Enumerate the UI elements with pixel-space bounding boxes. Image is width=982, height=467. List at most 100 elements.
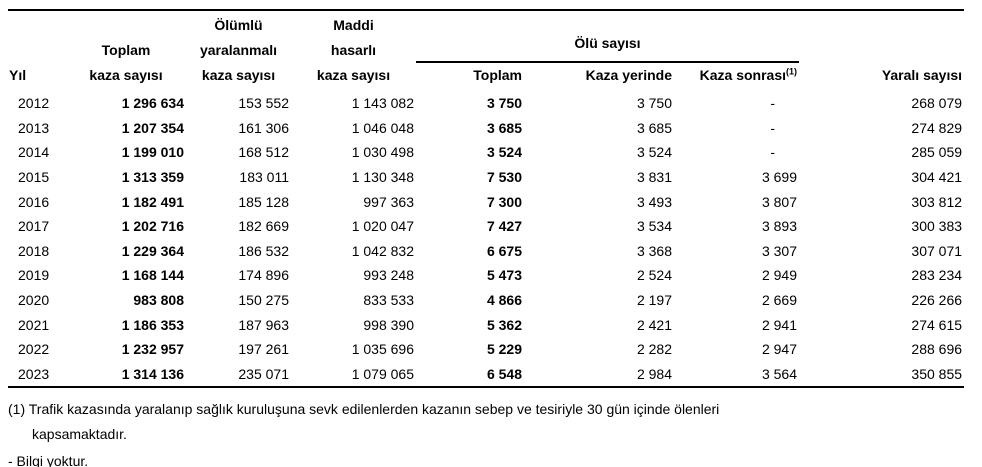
cell-maddi: 1 130 348: [351, 169, 414, 186]
table-row: 2020 983 808 150 275 833 533 4 866 2 197 2 669…: [8, 288, 964, 313]
cell-yarali: 304 421: [911, 169, 963, 186]
cell-yarali: 350 855: [911, 365, 963, 382]
cell-olu-toplam: 7 300: [486, 193, 522, 210]
cell-yil: 2020: [18, 292, 50, 309]
col-group-olu-sayisi: Ölü sayısı: [416, 10, 800, 63]
cell-toplam-kaza: 1 313 359: [121, 169, 184, 186]
cell-kaza-sonrasi: 3 893: [761, 218, 798, 235]
cell-olu-toplam: 5 473: [486, 267, 522, 284]
header-group-row: Yıl Toplam kaza sayısı Ölümlü yaralanmal…: [8, 10, 964, 83]
cell-olumlu: 197 261: [238, 341, 289, 358]
table-header: Yıl Toplam kaza sayısı Ölümlü yaralanmal…: [8, 10, 964, 91]
cell-toplam-kaza: 1 186 353: [121, 316, 184, 333]
footnote-no-data: - Bilgi yoktur.: [8, 453, 89, 467]
table-row: 2019 1 168 144 174 896 993 248 5 473 2 524 2 9…: [8, 263, 964, 288]
cell-olumlu: 161 306: [238, 119, 289, 136]
cell-olumlu: 186 532: [238, 242, 289, 259]
table-row: 2015 1 313 359 183 011 1 130 348 7 530 3 831 3…: [8, 165, 964, 190]
cell-maddi: 1 079 065: [351, 365, 414, 382]
table-body: 2012 1 296 634 153 552 1 143 082 3 750 3 750 -…: [8, 91, 964, 387]
cell-maddi: 998 390: [363, 316, 414, 333]
cell-kaza-yerinde: 2 421: [636, 316, 672, 333]
col-header-kaza-sonrasi: Kaza sonrası(1): [674, 62, 799, 91]
cell-olumlu: 185 128: [238, 193, 289, 210]
cell-olu-toplam: 5 229: [486, 341, 522, 358]
cell-yil: 2018: [18, 242, 50, 259]
cell-yarali: 274 829: [911, 119, 963, 136]
cell-maddi: 997 363: [363, 193, 414, 210]
cell-maddi: 1 143 082: [351, 95, 414, 112]
cell-kaza-yerinde: 3 750: [636, 95, 672, 112]
col-header-olu-toplam: Toplam: [473, 67, 522, 83]
col-header-kaza-sonrasi-label: Kaza sonrası: [699, 67, 787, 83]
table-row: 2022 1 232 957 197 261 1 035 696 5 229 2 282 2…: [8, 337, 964, 362]
cell-olu-toplam: 7 427: [486, 218, 522, 235]
cell-kaza-sonrasi: 2 941: [761, 316, 798, 333]
col-header-olumlu-yaralanmali-kaza-sayisi: Ölümlü yaralanmalı kaza sayısı: [199, 17, 278, 83]
cell-yil: 2012: [18, 95, 50, 112]
cell-olumlu: 168 512: [238, 144, 289, 161]
table-row: 2017 1 202 716 182 669 1 020 047 7 427 3 534 3…: [8, 214, 964, 239]
cell-kaza-yerinde: 2 282: [636, 341, 672, 358]
cell-yarali: 285 059: [911, 144, 963, 161]
cell-yarali: 268 079: [911, 95, 963, 112]
cell-yarali: 300 383: [911, 218, 963, 235]
cell-olu-toplam: 5 362: [486, 316, 522, 333]
cell-olu-toplam: 3 524: [486, 144, 522, 161]
cell-kaza-sonrasi: 3 699: [761, 169, 798, 186]
cell-yil: 2022: [18, 341, 50, 358]
cell-kaza-yerinde: 3 831: [636, 169, 672, 186]
cell-toplam-kaza: 1 232 957: [121, 341, 184, 358]
footnote-1: (1) Trafik kazasında yaralanıp sağlık ku…: [8, 397, 982, 447]
cell-maddi: 1 042 832: [351, 242, 414, 259]
cell-olu-toplam: 3 685: [486, 119, 522, 136]
table-row: 2012 1 296 634 153 552 1 143 082 3 750 3 750 -…: [8, 91, 964, 116]
cell-kaza-sonrasi: 3 564: [761, 365, 798, 382]
cell-olumlu: 183 011: [239, 169, 289, 186]
cell-olumlu: 182 669: [238, 218, 289, 235]
table-row: 2023 1 314 136 235 071 1 079 065 6 548 2 984 3…: [8, 362, 964, 388]
cell-yil: 2019: [18, 267, 50, 284]
cell-kaza-yerinde: 3 524: [636, 144, 672, 161]
cell-toplam-kaza: 983 808: [133, 292, 184, 309]
cell-toplam-kaza: 1 207 354: [121, 119, 184, 136]
cell-kaza-sonrasi: -: [770, 95, 776, 112]
table-row: 2021 1 186 353 187 963 998 390 5 362 2 421 2 9…: [8, 312, 964, 337]
cell-toplam-kaza: 1 314 136: [121, 365, 184, 382]
cell-yarali: 307 071: [911, 242, 963, 259]
table-row: 2016 1 182 491 185 128 997 363 7 300 3 493 3 8…: [8, 189, 964, 214]
cell-olu-toplam: 6 675: [486, 242, 522, 259]
cell-kaza-sonrasi: -: [770, 119, 776, 136]
cell-toplam-kaza: 1 199 010: [121, 144, 184, 161]
cell-kaza-sonrasi: 3 807: [761, 193, 798, 210]
traffic-accidents-table: Yıl Toplam kaza sayısı Ölümlü yaralanmal…: [8, 9, 965, 389]
cell-kaza-yerinde: 3 493: [636, 193, 672, 210]
cell-olumlu: 187 963: [238, 316, 289, 333]
cell-olumlu: 150 275: [238, 292, 289, 309]
cell-maddi: 1 046 048: [351, 119, 414, 136]
col-header-yarali-sayisi: Yaralı sayısı: [881, 67, 963, 83]
cell-olu-toplam: 4 866: [486, 292, 522, 309]
col-header-kaza-yerinde: Kaza yerinde: [585, 67, 672, 83]
cell-yarali: 274 615: [911, 316, 963, 333]
table-row: 2014 1 199 010 168 512 1 030 498 3 524 3 524 -…: [8, 140, 964, 165]
cell-maddi: 993 248: [363, 267, 414, 284]
cell-olumlu: 153 552: [238, 95, 289, 112]
cell-yarali: 226 266: [911, 292, 963, 309]
cell-maddi: 1 035 696: [351, 341, 414, 358]
cell-kaza-sonrasi: 2 947: [761, 341, 798, 358]
cell-kaza-yerinde: 2 984: [636, 365, 672, 382]
cell-olumlu: 174 896: [238, 267, 289, 284]
cell-kaza-yerinde: 2 524: [636, 267, 672, 284]
cell-olu-toplam: 6 548: [486, 365, 522, 382]
footnote-1-line-2: kapsamaktadır.: [32, 426, 127, 443]
cell-kaza-sonrasi: 3 307: [761, 242, 798, 259]
cell-kaza-yerinde: 3 368: [636, 242, 672, 259]
col-header-toplam-kaza-sayisi: Toplam kaza sayısı: [89, 42, 163, 83]
cell-olumlu: 235 071: [238, 365, 289, 382]
cell-toplam-kaza: 1 182 491: [121, 193, 184, 210]
col-header-maddi-hasarli-kaza-sayisi: Maddi hasarlı kaza sayısı: [316, 17, 391, 83]
cell-kaza-sonrasi: 2 949: [761, 267, 798, 284]
cell-toplam-kaza: 1 168 144: [121, 267, 184, 284]
